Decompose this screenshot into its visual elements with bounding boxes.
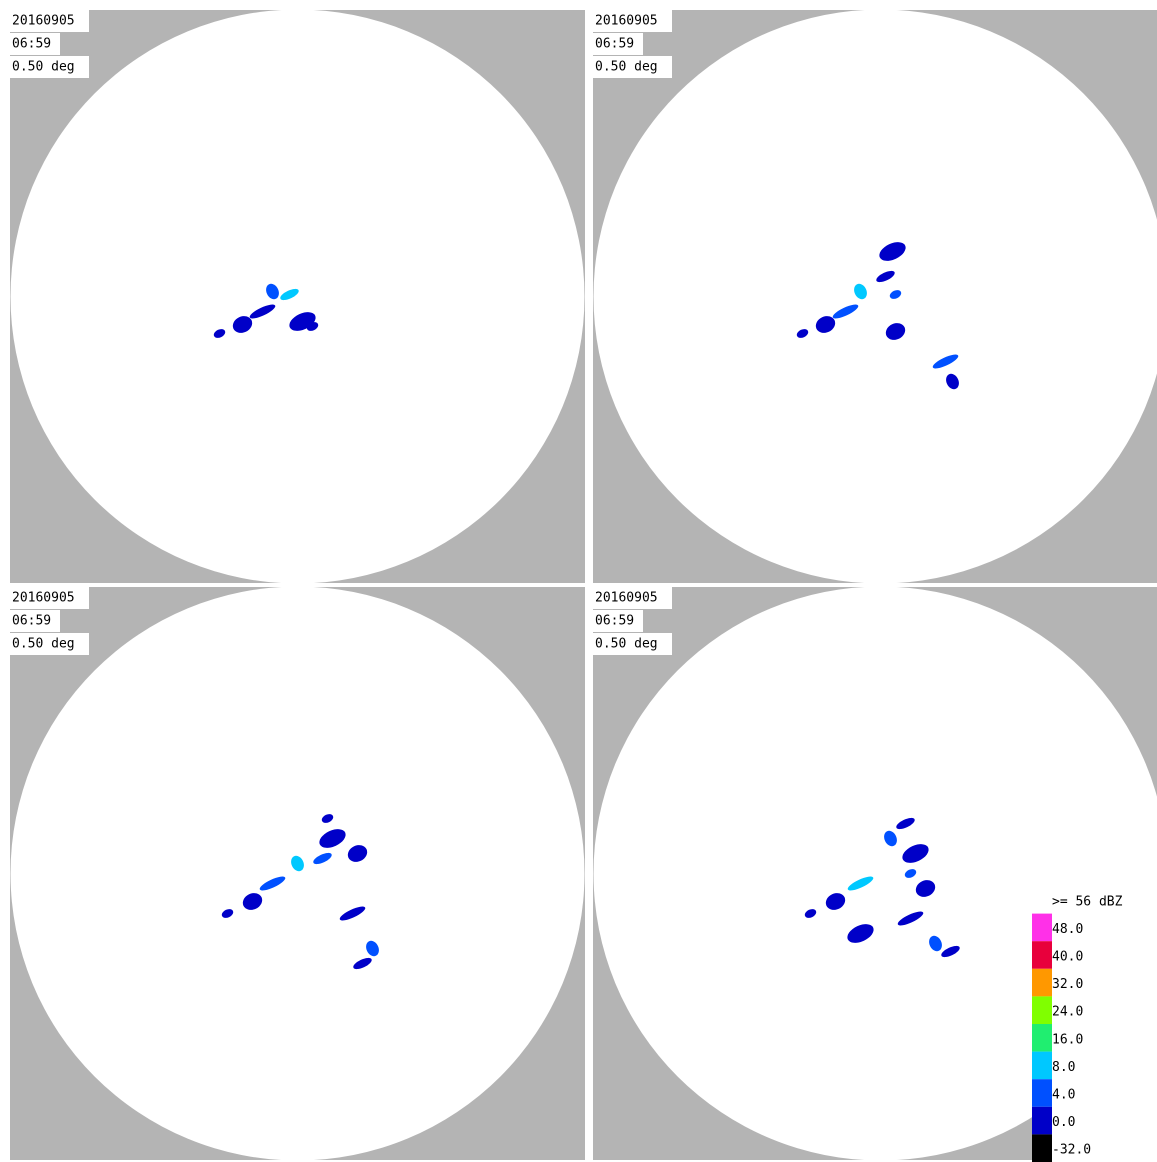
- legend-label: 48.0: [1052, 922, 1083, 937]
- legend-label: 8.0: [1052, 1060, 1075, 1075]
- radar-range-circle: [11, 587, 585, 1161]
- radar-panel: 20160905 06:59 0.50 deg: [10, 587, 585, 1161]
- panel-time: 06:59: [595, 614, 634, 629]
- legend-swatch: [1032, 996, 1052, 1024]
- legend-swatch: [1032, 1052, 1052, 1080]
- legend-swatch: [1032, 914, 1052, 942]
- legend-label: 40.0: [1052, 950, 1083, 965]
- panel-time: 06:59: [595, 37, 634, 52]
- radar-panel: 20160905 06:59 0.50 deg: [10, 10, 585, 584]
- legend-swatch: [1032, 969, 1052, 997]
- radar-display: 20160905 06:59 0.50 deg 20160905 06:59 0.50 d…: [0, 0, 1157, 1162]
- panel-time: 06:59: [12, 614, 51, 629]
- legend-swatch: [1032, 1079, 1052, 1107]
- legend-label: >= 56 dBZ: [1052, 894, 1123, 909]
- legend-swatch: [1032, 1024, 1052, 1052]
- panel-elevation: 0.50 deg: [595, 60, 658, 75]
- panel-date: 20160905: [12, 591, 75, 606]
- legend-label: 24.0: [1052, 1005, 1083, 1020]
- panel-date: 20160905: [595, 591, 658, 606]
- panel-elevation: 0.50 deg: [595, 637, 658, 652]
- radar-canvas: 20160905 06:59 0.50 deg 20160905 06:59 0.50 d…: [0, 0, 1157, 1162]
- legend-label: 4.0: [1052, 1088, 1075, 1103]
- legend-label: 32.0: [1052, 977, 1083, 992]
- radar-range-circle: [11, 10, 585, 584]
- panel-elevation: 0.50 deg: [12, 60, 75, 75]
- legend-swatch: [1032, 1134, 1052, 1162]
- panel-time: 06:59: [12, 37, 51, 52]
- radar-panel: 20160905 06:59 0.50 deg: [593, 10, 1157, 584]
- legend-swatch: [1032, 941, 1052, 969]
- panel-date: 20160905: [595, 14, 658, 29]
- legend-label: 16.0: [1052, 1032, 1083, 1047]
- radar-range-circle: [594, 10, 1157, 584]
- legend-swatch: [1032, 886, 1052, 914]
- legend-label: -32.0: [1052, 1143, 1091, 1158]
- legend: >= 56 dBZ 48.0 40.0 32.0 24.0 16.0 8.0 4.0 0.0 -3…: [1032, 886, 1157, 1162]
- legend-label: 0.0: [1052, 1115, 1075, 1130]
- legend-swatch: [1032, 1107, 1052, 1135]
- panel-date: 20160905: [12, 14, 75, 29]
- panel-elevation: 0.50 deg: [12, 637, 75, 652]
